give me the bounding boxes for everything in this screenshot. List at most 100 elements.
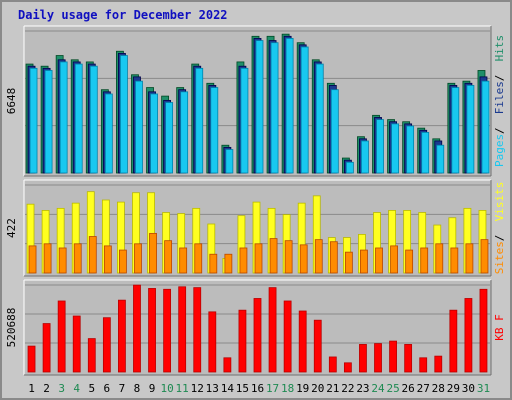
x-tick-label: 27 — [417, 382, 430, 395]
bar-sites — [224, 253, 233, 274]
x-tick-label: 14 — [221, 382, 235, 395]
bar-pages — [210, 87, 219, 174]
x-tick-label: 1 — [28, 382, 35, 395]
bar-sites — [299, 244, 308, 274]
bar-sites — [134, 243, 142, 274]
bar-kb-f — [479, 288, 488, 373]
bar-kb-f — [133, 284, 141, 373]
bar-sites — [88, 236, 97, 274]
bar-sites — [360, 249, 368, 274]
bar-pages — [29, 67, 38, 174]
chart-panels: 6648 Pages / Files / Hits 422 Sites / Visit… — [5, 25, 506, 376]
bar-kb-f — [87, 338, 96, 373]
bar-kb-f — [283, 300, 292, 373]
bar-pages — [361, 140, 369, 174]
bar-kb-f — [102, 317, 111, 373]
bar-pages — [240, 67, 249, 174]
bar-kb-f — [343, 362, 352, 373]
bar-kb-f — [42, 323, 51, 373]
x-tick-label: 6 — [104, 382, 111, 395]
bar-pages — [466, 85, 475, 174]
bar-pages — [436, 144, 445, 174]
y-max-label: 6648 — [5, 88, 18, 115]
bar-pages — [330, 89, 339, 174]
bar-kb-f — [328, 356, 337, 373]
x-tick-label: 19 — [296, 382, 309, 395]
x-tick-label: 21 — [326, 382, 339, 395]
bar-sites — [58, 247, 67, 274]
bar-sites — [28, 245, 37, 274]
bar-pages — [104, 93, 113, 174]
legend-pages: Pages — [493, 134, 506, 167]
bar-pages — [285, 38, 294, 174]
x-tick-label: 2 — [43, 382, 50, 395]
bar-pages — [421, 132, 430, 174]
legend-files: Files — [493, 81, 506, 114]
bar-sites — [465, 243, 474, 274]
bar-sites — [375, 247, 383, 274]
legend-sites: Sites — [493, 241, 506, 274]
bar-pages — [150, 93, 158, 174]
x-tick-label: 22 — [341, 382, 354, 395]
bar-pages — [406, 125, 415, 174]
bar-sites — [149, 232, 157, 274]
x-tick-label: 17 — [266, 382, 279, 395]
bar-kb-f — [268, 287, 277, 373]
bar-sites — [435, 243, 444, 274]
x-tick-label: 18 — [281, 382, 294, 395]
bar-pages — [300, 46, 309, 174]
legend-separator: / — [493, 75, 506, 82]
x-tick-label: 25 — [386, 382, 399, 395]
bar-kb-f — [313, 319, 322, 373]
legend-kb-f: KB F — [493, 314, 506, 341]
bar-kb-f — [404, 344, 413, 373]
panel-visits-sites: 422 Sites / Visits — [5, 179, 506, 277]
bar-pages — [481, 80, 490, 174]
x-tick-label: 24 — [371, 382, 385, 395]
x-tick-label: 31 — [477, 382, 490, 395]
bar-sites — [194, 243, 203, 274]
bar-pages — [74, 63, 83, 174]
x-tick-label: 16 — [251, 382, 264, 395]
x-tick-label: 10 — [160, 382, 173, 395]
bar-kb-f — [389, 340, 397, 373]
bar-sites — [450, 247, 459, 274]
bar-pages — [451, 87, 460, 174]
x-tick-label: 20 — [311, 382, 324, 395]
bar-sites — [209, 253, 218, 274]
bar-sites — [179, 247, 188, 274]
bar-kb-f — [238, 309, 247, 373]
legend-separator: / — [493, 127, 506, 134]
x-tick-label: 13 — [206, 382, 219, 395]
bar-kb-f — [464, 298, 473, 373]
bar-kb-f — [72, 315, 81, 373]
bar-pages — [376, 119, 384, 174]
bar-pages — [195, 67, 204, 174]
x-tick-label: 3 — [58, 382, 65, 395]
bar-sites — [239, 247, 248, 274]
bar-kb-f — [434, 355, 443, 373]
bar-pages — [391, 123, 399, 174]
bar-sites — [480, 239, 489, 274]
panel-pages-files-hits: 6648 Pages / Files / Hits — [5, 25, 506, 177]
bar-kb-f — [178, 286, 187, 373]
bar-kb-f — [118, 299, 126, 373]
bar-pages — [315, 63, 324, 174]
bar-kb-f — [27, 345, 36, 373]
bar-kb-f — [148, 288, 156, 373]
bar-sites — [119, 249, 127, 274]
x-tick-label: 5 — [88, 382, 95, 395]
x-tick-label: 12 — [191, 382, 204, 395]
bar-kb-f — [163, 288, 172, 373]
x-tick-label: 28 — [432, 382, 445, 395]
bar-kb-f — [253, 298, 262, 373]
bar-pages — [270, 42, 279, 174]
bar-sites — [164, 240, 173, 274]
x-tick-label: 29 — [447, 382, 460, 395]
bar-kb-f — [419, 357, 428, 373]
bar-pages — [120, 55, 128, 174]
bar-kb-f — [359, 344, 367, 373]
